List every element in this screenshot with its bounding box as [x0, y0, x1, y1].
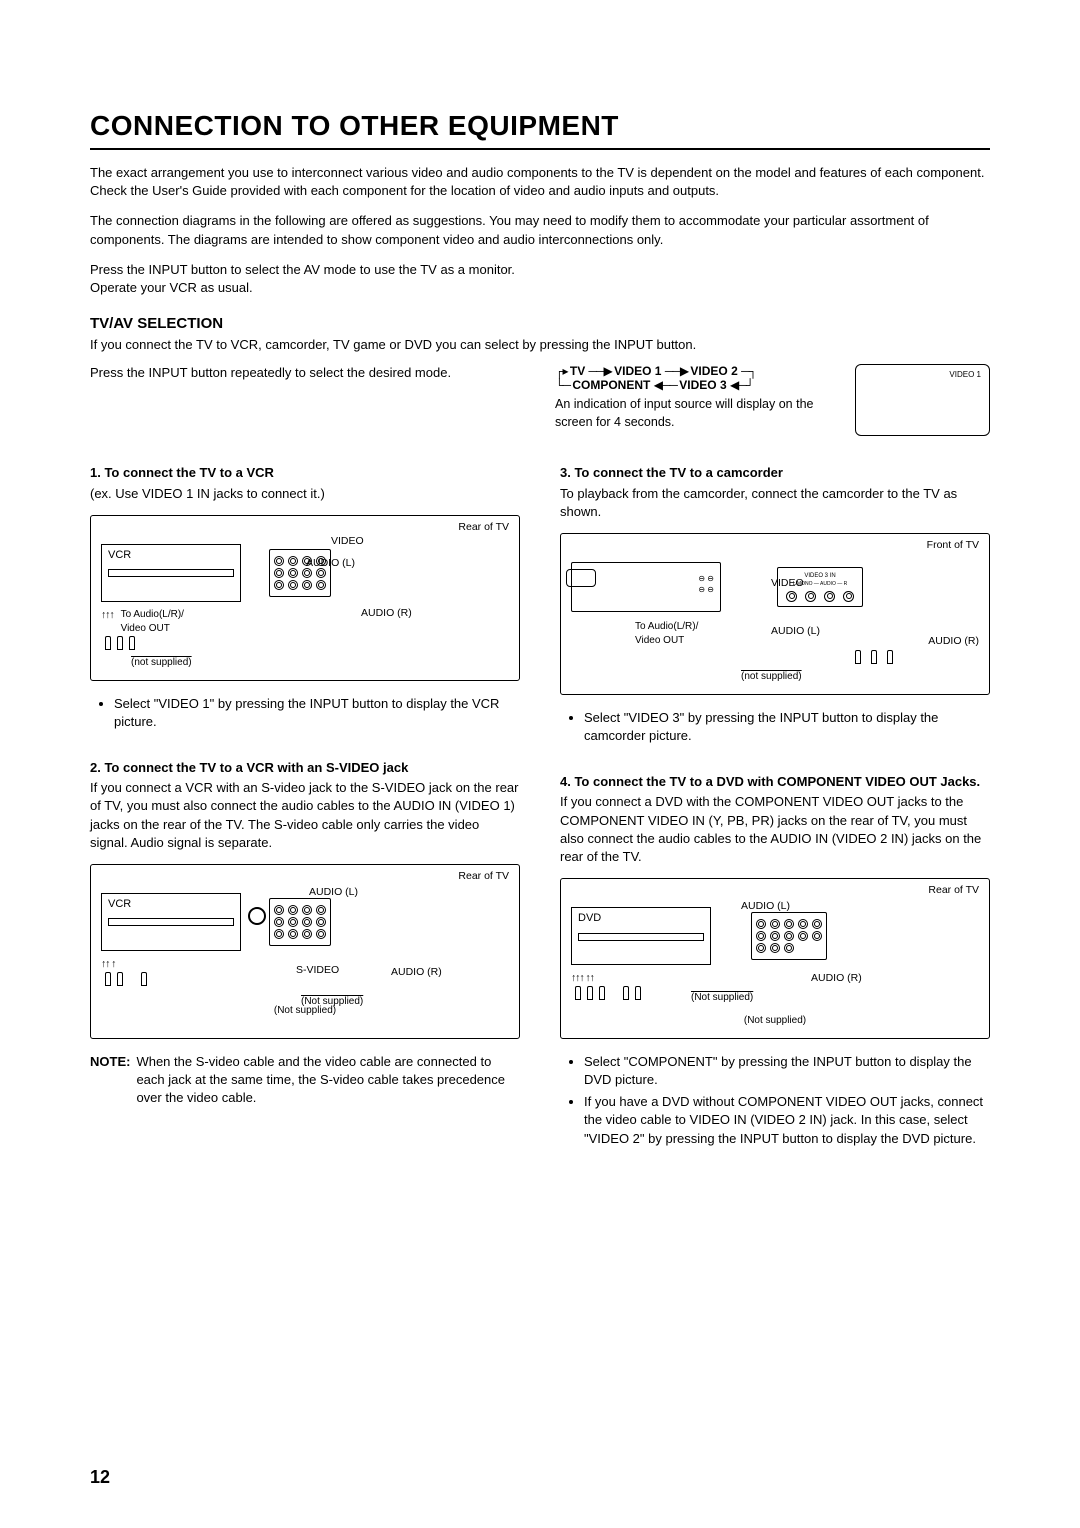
- cycle-v2: VIDEO 2: [690, 364, 737, 378]
- sec3-audior-label: AUDIO (R): [928, 634, 979, 649]
- sec3-diagram: Front of TV ⊖ ⊖⊖ ⊖ VIDEO 3 IN L/MONO — A…: [560, 533, 990, 695]
- sec4-title: 4. To connect the TV to a DVD with COMPO…: [560, 773, 990, 791]
- content-columns: 1. To connect the TV to a VCR (ex. Use V…: [90, 464, 990, 1152]
- intro-p4: Operate your VCR as usual.: [90, 279, 990, 297]
- sec3-front-label: Front of TV: [927, 538, 979, 553]
- sec2-note: NOTE: When the S-video cable and the vid…: [90, 1053, 520, 1108]
- sec2-diagram: Rear of TV AUDIO (L) VCR S-VIDEO AUDIO (…: [90, 864, 520, 1039]
- sec4-audiol-label: AUDIO (L): [741, 899, 790, 914]
- sec3-camcorder: ⊖ ⊖⊖ ⊖: [571, 562, 721, 612]
- intro-p3: Press the INPUT button to select the AV …: [90, 261, 990, 279]
- sec4-bullet-2: If you have a DVD without COMPONENT VIDE…: [584, 1093, 990, 1148]
- sec4-rear-label: Rear of TV: [928, 883, 979, 898]
- sec1-vcr-device: VCR: [101, 544, 241, 602]
- sec4-dvd-label: DVD: [578, 912, 601, 924]
- sec3-bullets: Select "VIDEO 3" by pressing the INPUT b…: [560, 709, 990, 745]
- left-column: 1. To connect the TV to a VCR (ex. Use V…: [90, 464, 520, 1152]
- sec1-diagram: Rear of TV VIDEO AUDIO (L) VCR AUDIO (R)…: [90, 515, 520, 681]
- sec2-body: If you connect a VCR with an S-video jac…: [90, 779, 520, 852]
- sec4-bullets: Select "COMPONENT" by pressing the INPUT…: [560, 1053, 990, 1148]
- sec4-bullet-1: Select "COMPONENT" by pressing the INPUT…: [584, 1053, 990, 1089]
- sec4-audior-label: AUDIO (R): [811, 971, 862, 986]
- sec1-sub: (ex. Use VIDEO 1 IN jacks to connect it.…: [90, 485, 520, 503]
- sec3-audiol-label: AUDIO (L): [771, 624, 820, 639]
- tvav-heading: TV/AV SELECTION: [90, 315, 990, 332]
- sec4-dvd-device: DVD: [571, 907, 711, 965]
- intro-p1: The exact arrangement you use to interco…: [90, 164, 990, 200]
- sec1-notsup: (not supplied): [131, 656, 192, 670]
- indicator-box-label: VIDEO 1: [949, 370, 981, 379]
- intro-block: The exact arrangement you use to interco…: [90, 164, 990, 297]
- cycle-v1: VIDEO 1: [614, 364, 661, 378]
- sec1-bullet: Select "VIDEO 1" by pressing the INPUT b…: [114, 695, 520, 731]
- sec1-audiol-label: AUDIO (L): [306, 556, 355, 571]
- page-title: CONNECTION TO OTHER EQUIPMENT: [90, 110, 990, 150]
- indicator-box: VIDEO 1: [855, 364, 990, 436]
- cycle-comp: COMPONENT: [572, 378, 650, 392]
- sec2-rear-label: Rear of TV: [458, 869, 509, 884]
- tvav-line2: Press the INPUT button repeatedly to sel…: [90, 364, 525, 382]
- sec4-notsup1: (Not supplied): [691, 991, 753, 1005]
- sec3-video-label: VIDEO: [771, 576, 804, 591]
- sec2-vcr-label: VCR: [108, 898, 131, 910]
- sec2-note-label: NOTE:: [90, 1053, 130, 1108]
- page-number: 12: [90, 1467, 110, 1488]
- sec2-jack-panel: [269, 898, 331, 946]
- tvav-row: Press the INPUT button repeatedly to sel…: [90, 364, 990, 436]
- sec3-body: To playback from the camcorder, connect …: [560, 485, 990, 521]
- sec4-diagram: Rear of TV AUDIO (L) DVD AUDIO (R) ↑ ↑ ↑…: [560, 878, 990, 1039]
- sec1-rear-label: Rear of TV: [458, 520, 509, 535]
- cycle-tv: TV: [570, 364, 585, 378]
- sec1-title: 1. To connect the TV to a VCR: [90, 464, 520, 482]
- sec1-bullets: Select "VIDEO 1" by pressing the INPUT b…: [90, 695, 520, 731]
- sec2-svideo-label: S-VIDEO: [296, 963, 339, 978]
- cycle-v3: VIDEO 3: [679, 378, 726, 392]
- sec4-body: If you connect a DVD with the COMPONENT …: [560, 793, 990, 866]
- sec4-jack-panel: [751, 912, 827, 960]
- sec3-notsup: (not supplied): [741, 670, 802, 684]
- sec3-title: 3. To connect the TV to a camcorder: [560, 464, 990, 482]
- right-column: 3. To connect the TV to a camcorder To p…: [560, 464, 990, 1152]
- tvav-line1: If you connect the TV to VCR, camcorder,…: [90, 336, 990, 354]
- sec1-vcr-label: VCR: [108, 549, 131, 561]
- sec2-vcr-device: VCR: [101, 893, 241, 951]
- sec4-notsup2: (Not supplied): [571, 1014, 979, 1028]
- intro-p2: The connection diagrams in the following…: [90, 212, 990, 248]
- sec3-bullet: Select "VIDEO 3" by pressing the INPUT b…: [584, 709, 990, 745]
- sec2-notsup1: (Not supplied): [301, 995, 363, 1009]
- sec2-note-text: When the S-video cable and the video cab…: [136, 1053, 520, 1108]
- sec1-video-label: VIDEO: [331, 534, 364, 549]
- sec1-toout-label: To Audio(L/R)/ Video OUT: [121, 608, 184, 636]
- sec2-title: 2. To connect the TV to a VCR with an S-…: [90, 759, 520, 777]
- sec2-audior-label: AUDIO (R): [391, 965, 442, 980]
- sec1-audior-label: AUDIO (R): [361, 606, 412, 621]
